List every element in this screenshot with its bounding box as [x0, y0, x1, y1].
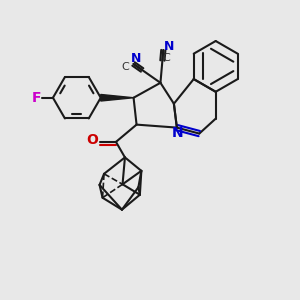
Text: N: N — [164, 40, 175, 53]
Text: N: N — [172, 126, 183, 140]
Polygon shape — [101, 94, 134, 101]
Text: N: N — [131, 52, 141, 65]
Text: O: O — [86, 134, 98, 147]
Text: C: C — [121, 62, 129, 72]
Text: F: F — [32, 91, 41, 105]
Text: C: C — [162, 52, 170, 63]
